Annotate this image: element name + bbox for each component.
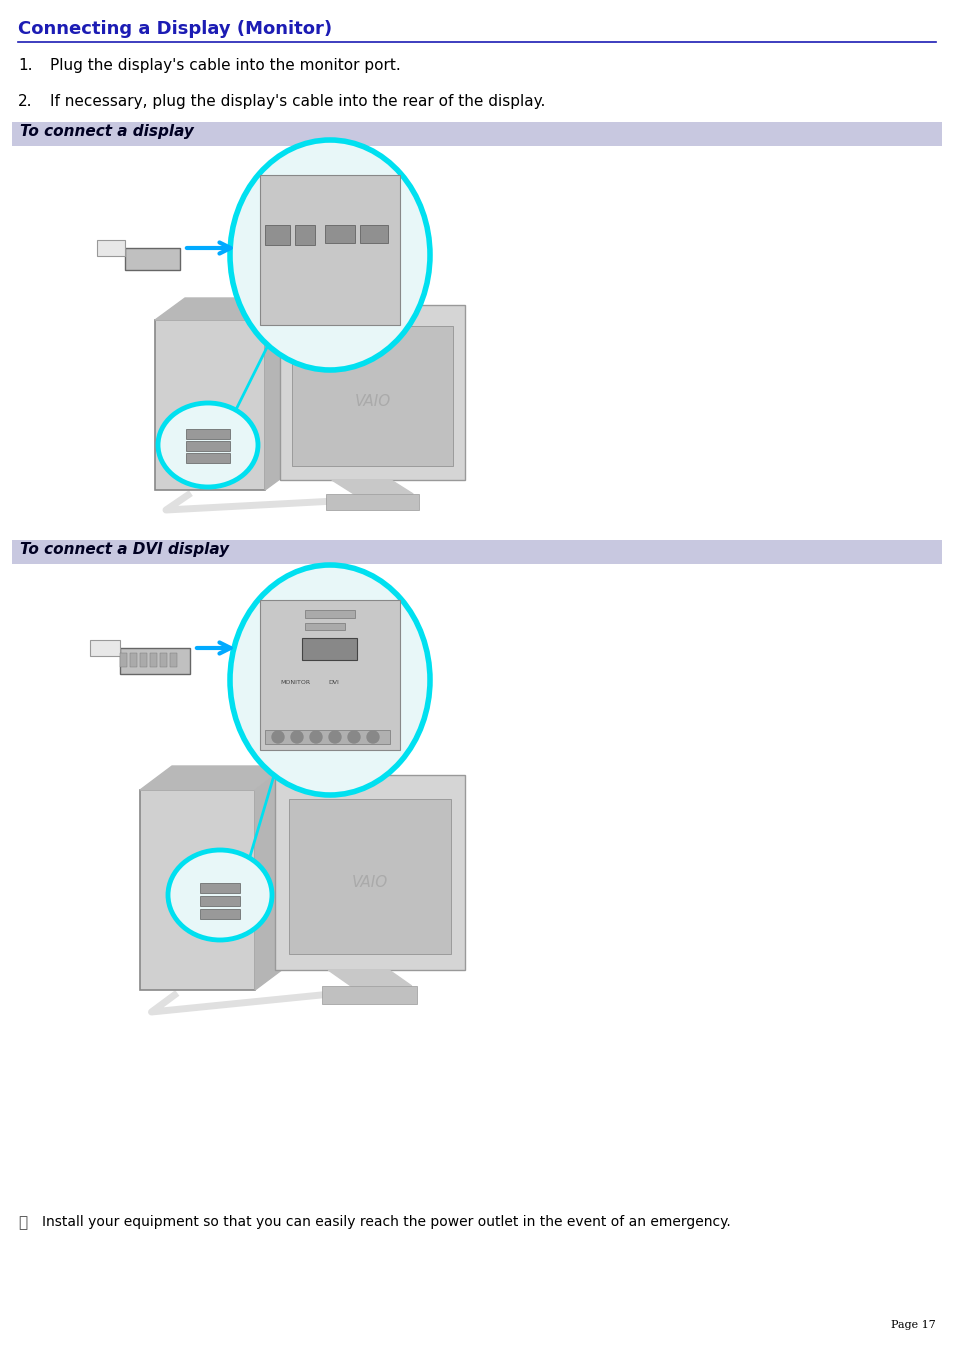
Bar <box>265 730 390 744</box>
Ellipse shape <box>230 141 430 370</box>
Bar <box>154 320 265 490</box>
Bar <box>186 430 230 439</box>
Bar <box>200 896 240 907</box>
Bar <box>305 623 345 630</box>
Bar <box>326 494 418 509</box>
Bar <box>130 653 137 667</box>
Text: If necessary, plug the display's cable into the rear of the display.: If necessary, plug the display's cable i… <box>50 95 545 109</box>
Polygon shape <box>265 299 294 490</box>
Bar <box>294 226 314 245</box>
Circle shape <box>367 731 378 743</box>
Ellipse shape <box>158 403 257 486</box>
Polygon shape <box>140 766 287 790</box>
Bar <box>12 122 941 146</box>
Bar <box>325 226 355 243</box>
Text: VAIO: VAIO <box>354 393 390 409</box>
Bar <box>150 653 157 667</box>
Bar <box>170 653 177 667</box>
Circle shape <box>272 731 284 743</box>
Circle shape <box>348 731 359 743</box>
Bar <box>160 653 167 667</box>
Text: Page 17: Page 17 <box>890 1320 935 1329</box>
Polygon shape <box>154 299 294 320</box>
Bar <box>125 249 180 270</box>
Text: 1.: 1. <box>18 58 32 73</box>
Bar <box>140 653 147 667</box>
Text: MONITOR: MONITOR <box>280 680 310 685</box>
Ellipse shape <box>230 565 430 794</box>
Bar <box>305 611 355 617</box>
Bar <box>274 775 464 970</box>
Bar <box>120 653 127 667</box>
Bar <box>97 240 125 255</box>
Bar <box>280 305 464 480</box>
Polygon shape <box>254 766 287 990</box>
Polygon shape <box>328 970 412 986</box>
Text: VAIO: VAIO <box>181 893 213 907</box>
Bar <box>265 226 290 245</box>
Bar <box>322 986 417 1004</box>
Text: Plug the display's cable into the monitor port.: Plug the display's cable into the monito… <box>50 58 400 73</box>
Text: DVI: DVI <box>328 680 338 685</box>
Text: VAIO: VAIO <box>352 874 388 890</box>
Circle shape <box>291 731 303 743</box>
Bar <box>260 176 399 326</box>
Text: 🖉: 🖉 <box>18 1215 27 1229</box>
Bar <box>200 884 240 893</box>
Bar <box>260 600 399 750</box>
Text: 2.: 2. <box>18 95 32 109</box>
Text: To connect a display: To connect a display <box>20 124 193 139</box>
Text: To connect a DVI display: To connect a DVI display <box>20 542 229 557</box>
Bar <box>200 909 240 919</box>
Bar <box>90 640 120 657</box>
Bar <box>120 648 190 674</box>
Ellipse shape <box>168 850 272 940</box>
Bar <box>186 453 230 463</box>
Circle shape <box>329 731 340 743</box>
Bar <box>140 790 254 990</box>
Circle shape <box>310 731 322 743</box>
Bar <box>186 440 230 451</box>
Bar <box>289 798 451 954</box>
Bar <box>292 326 453 466</box>
Bar <box>359 226 388 243</box>
Text: VAIO: VAIO <box>193 407 226 420</box>
Bar <box>12 540 941 563</box>
Text: Install your equipment so that you can easily reach the power outlet in the even: Install your equipment so that you can e… <box>42 1215 730 1229</box>
Polygon shape <box>332 480 413 494</box>
Text: Connecting a Display (Monitor): Connecting a Display (Monitor) <box>18 20 332 38</box>
Bar <box>302 638 356 661</box>
